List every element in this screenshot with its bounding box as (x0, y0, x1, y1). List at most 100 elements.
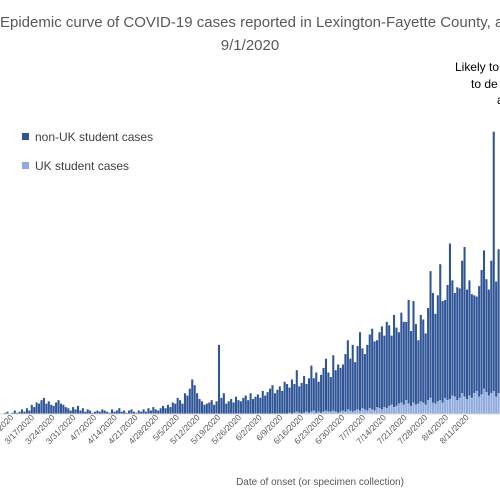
bar-non-uk (412, 301, 415, 403)
bar-non-uk (334, 370, 337, 412)
chart-title-line-1: Epidemic curve of COVID-19 cases reporte… (0, 14, 500, 31)
bar-non-uk (383, 335, 386, 408)
bar-non-uk (436, 295, 439, 402)
bar-uk (346, 409, 349, 414)
bar-non-uk (329, 377, 332, 412)
bar-non-uk (191, 379, 194, 414)
bar-non-uk (439, 264, 442, 401)
bar-uk (436, 401, 439, 414)
bar-non-uk (456, 287, 459, 401)
bar-uk (478, 396, 481, 414)
bar-non-uk (140, 411, 143, 414)
bar-non-uk (448, 243, 452, 400)
bar-uk (341, 410, 345, 414)
bar-uk (492, 390, 495, 414)
bar-uk (487, 395, 490, 414)
bar-uk (490, 393, 493, 414)
bar-uk (424, 404, 427, 414)
bar-non-uk (28, 410, 31, 414)
bar-uk (397, 403, 400, 414)
bar-non-uk (366, 344, 369, 411)
bar-uk (448, 399, 452, 414)
bar-non-uk (346, 340, 349, 410)
bar-non-uk (315, 372, 318, 413)
bar-uk (312, 410, 315, 414)
bar-non-uk (25, 408, 28, 414)
bar-non-uk (164, 408, 167, 414)
bar-non-uk (305, 384, 308, 412)
bar-non-uk (125, 412, 128, 414)
bar-non-uk (264, 395, 267, 414)
bar-non-uk (303, 375, 306, 413)
bar-uk (482, 388, 486, 414)
bar-non-uk (23, 411, 26, 414)
bar-uk (317, 411, 320, 414)
bar-non-uk (181, 403, 184, 414)
bar-non-uk (79, 410, 82, 414)
bar-non-uk (324, 358, 328, 411)
bar-non-uk (64, 407, 67, 414)
bar-non-uk (337, 364, 340, 413)
bar-non-uk (351, 344, 354, 412)
bar-uk (383, 407, 386, 414)
bar-non-uk (203, 404, 206, 414)
bar-non-uk (193, 385, 196, 414)
bar-non-uk (295, 370, 298, 412)
bar-non-uk (266, 392, 269, 414)
bar-uk (329, 411, 332, 414)
bar-non-uk (30, 404, 33, 414)
bar-non-uk (179, 400, 182, 414)
bar-uk (388, 405, 391, 414)
bar-uk (412, 402, 415, 414)
bar-non-uk (234, 396, 238, 414)
bar-non-uk (276, 389, 279, 414)
bar-uk (393, 407, 396, 414)
bar-non-uk (11, 412, 14, 414)
bar-non-uk (327, 372, 330, 412)
bar-uk (402, 404, 405, 414)
bar-non-uk (222, 393, 225, 414)
bar-non-uk (385, 321, 388, 409)
bar-uk (349, 410, 352, 414)
bar-uk (405, 400, 408, 414)
bar-non-uk (244, 395, 247, 414)
bar-non-uk (135, 412, 138, 414)
bar-non-uk (200, 401, 204, 414)
bar-uk (456, 400, 459, 414)
legend-swatch-non-uk (22, 133, 29, 140)
bar-non-uk (38, 403, 41, 414)
x-tick-labels: 3/10/20203/17/20203/24/20203/31/20204/7/… (0, 412, 471, 446)
bar-non-uk (55, 402, 58, 414)
bar-non-uk (96, 410, 99, 414)
bar-non-uk (232, 402, 235, 414)
bar-uk (417, 403, 420, 414)
bar-non-uk (176, 397, 179, 414)
bar-uk (441, 402, 444, 414)
bar-non-uk (339, 367, 342, 412)
bar-non-uk (130, 409, 133, 414)
bar-uk (363, 409, 366, 414)
bar-non-uk (157, 410, 160, 414)
bar-uk (422, 402, 425, 414)
bar-uk (427, 400, 430, 414)
bar-non-uk (225, 403, 228, 414)
bar-non-uk (128, 410, 131, 414)
bar-non-uk (101, 409, 104, 414)
bar-non-uk (461, 260, 464, 394)
bar-uk (485, 392, 488, 414)
annotation-line-3: a (497, 93, 500, 107)
annotation-line-2: to de (471, 77, 498, 91)
bar-uk (480, 394, 483, 414)
bar-non-uk (470, 294, 473, 398)
bar-non-uk (120, 411, 123, 414)
bar-non-uk (227, 401, 230, 414)
bar-uk (303, 412, 306, 414)
bar-uk (468, 395, 471, 414)
bar-non-uk (458, 288, 461, 398)
chart-title-line-2: 9/1/2020 (221, 37, 279, 54)
bar-non-uk (76, 405, 80, 414)
bar-uk (322, 411, 325, 414)
bar-non-uk (21, 409, 24, 414)
x-axis-label: Date of onset (or specimen collection) (236, 477, 404, 488)
bar-non-uk (361, 348, 364, 409)
